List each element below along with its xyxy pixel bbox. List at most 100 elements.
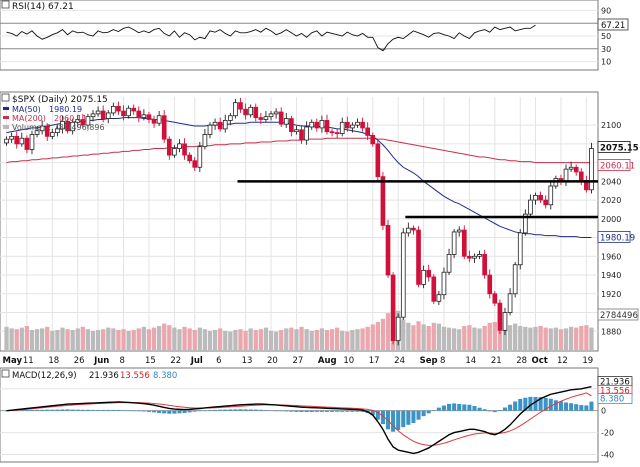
macd-histogram-bar <box>370 410 375 416</box>
macd-histogram-bar <box>60 409 65 411</box>
volume-bar <box>579 326 584 350</box>
candle-body <box>29 134 35 150</box>
candle-body <box>492 293 498 304</box>
x-axis-label: 6 <box>216 356 221 366</box>
candle-body <box>512 264 518 295</box>
macd-histogram-bar <box>416 410 421 420</box>
candle-body <box>497 302 503 331</box>
volume-legend-name: Volume <box>12 123 42 132</box>
x-axis-label: Jul <box>190 356 203 366</box>
candle-body <box>441 271 447 296</box>
volume-bar <box>80 326 85 350</box>
rsi-gridlines <box>0 9 598 63</box>
volume-bar <box>553 327 558 350</box>
price-value-box <box>597 140 631 153</box>
macd-histogram-bar <box>126 410 131 412</box>
volume-bar <box>228 331 233 350</box>
macd-histogram-bar <box>90 409 96 411</box>
candle-body <box>243 108 248 116</box>
macd-histogram-bar <box>426 410 431 414</box>
candle-body <box>253 106 259 119</box>
volume-bar <box>233 330 238 350</box>
x-axis-label: 27 <box>292 356 303 366</box>
x-axis-label: 15 <box>145 356 156 366</box>
volume-bar <box>528 327 533 350</box>
candle-body <box>222 120 228 130</box>
volume-bar <box>177 329 182 350</box>
rsi-tick-label: 90 <box>601 6 611 15</box>
candle-body <box>472 255 477 259</box>
volume-bar <box>24 326 30 350</box>
macd-histogram-bar <box>223 409 228 411</box>
volume-bar <box>558 329 564 350</box>
x-axis-label: 17 <box>369 356 380 366</box>
candle-body <box>131 107 137 112</box>
macd-histogram-bar <box>172 410 177 414</box>
candle-body <box>212 121 218 126</box>
candle-body <box>182 143 187 156</box>
price-tick-label: 1960 <box>601 252 621 261</box>
volume-value-box <box>597 308 639 321</box>
candle-body <box>202 134 208 148</box>
price-candles <box>4 97 594 346</box>
rsi-series: 67.21 <box>6 18 629 52</box>
price-value-label: 2075.15 <box>600 143 639 153</box>
macd-histogram-bar <box>258 409 263 411</box>
volume-bar <box>268 330 274 350</box>
rsi-line <box>6 24 536 52</box>
volume-bar <box>223 330 228 350</box>
volume-legend-value: 2,784,496,896 <box>46 123 105 132</box>
candle-body <box>385 224 391 276</box>
macd-histogram-bar <box>345 410 350 412</box>
x-axis-label: 13 <box>242 356 253 366</box>
volume-bar <box>411 325 416 350</box>
macd-title-name: MACD(12,26,9) <box>12 371 77 381</box>
macd-histogram-bar <box>350 410 355 412</box>
macd-histogram-bar <box>355 410 360 412</box>
x-axis-label: 18 <box>48 356 59 366</box>
candle-body <box>80 119 86 126</box>
volume-bar <box>446 327 452 350</box>
candle-body <box>161 115 167 140</box>
x-axis-label: 8 <box>440 356 445 366</box>
macd-histogram-bar <box>80 409 85 411</box>
macd-histogram-bar <box>101 409 106 411</box>
macd-tick-label: 0 <box>601 407 606 416</box>
macd-signal-line <box>6 392 592 446</box>
candle-body <box>75 119 81 123</box>
candle-body <box>517 232 523 266</box>
macd-histogram-bar <box>116 409 121 411</box>
volume-bar <box>401 319 406 350</box>
candle-body <box>314 121 320 129</box>
macd-histogram-bar <box>467 404 472 411</box>
candle-body <box>14 135 20 145</box>
candle-body <box>461 229 467 257</box>
volume-bar <box>45 326 50 350</box>
candle-body <box>151 119 157 124</box>
candle-body <box>451 231 457 255</box>
macd-histogram-bar <box>187 410 192 413</box>
volume-bar <box>345 331 350 350</box>
ma50-legend-name: MA(50) <box>12 105 41 114</box>
ma200-line <box>6 137 592 164</box>
macd-histogram-bar <box>441 405 446 411</box>
macd-histogram-bar <box>157 410 162 413</box>
x-axis-label: 19 <box>582 356 593 366</box>
volume-bar <box>299 326 304 350</box>
volume-bar <box>487 322 492 350</box>
candle-body <box>126 107 131 117</box>
candle-body <box>533 194 538 201</box>
candle-body <box>289 118 294 133</box>
candle-body <box>19 137 25 145</box>
macd-lines <box>6 385 592 455</box>
volume-bar <box>151 327 157 350</box>
volume-legend-swatch <box>3 125 9 129</box>
candle-body <box>355 121 360 126</box>
price-tick-label: 2100 <box>601 121 621 130</box>
price-tick-label: 1880 <box>601 327 621 336</box>
volume-bar <box>462 326 467 350</box>
macd-histogram-bar <box>538 397 543 411</box>
